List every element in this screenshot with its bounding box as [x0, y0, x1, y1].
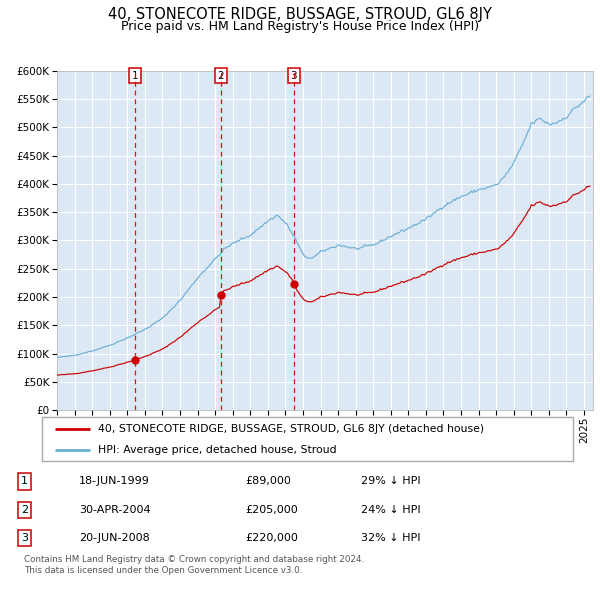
Text: 30-APR-2004: 30-APR-2004 — [79, 504, 151, 514]
Text: 24% ↓ HPI: 24% ↓ HPI — [361, 504, 421, 514]
Text: This data is licensed under the Open Government Licence v3.0.: This data is licensed under the Open Gov… — [24, 566, 302, 575]
Text: £220,000: £220,000 — [245, 533, 298, 543]
Text: 3: 3 — [290, 71, 297, 81]
Text: 2: 2 — [218, 71, 224, 81]
Text: HPI: Average price, detached house, Stroud: HPI: Average price, detached house, Stro… — [98, 445, 337, 455]
Text: Price paid vs. HM Land Registry's House Price Index (HPI): Price paid vs. HM Land Registry's House … — [121, 20, 479, 33]
Text: 2: 2 — [21, 504, 28, 514]
Text: £205,000: £205,000 — [245, 504, 298, 514]
Text: 29% ↓ HPI: 29% ↓ HPI — [361, 477, 421, 486]
Text: Contains HM Land Registry data © Crown copyright and database right 2024.: Contains HM Land Registry data © Crown c… — [24, 555, 364, 563]
Text: 18-JUN-1999: 18-JUN-1999 — [79, 477, 150, 486]
Text: 40, STONECOTE RIDGE, BUSSAGE, STROUD, GL6 8JY (detached house): 40, STONECOTE RIDGE, BUSSAGE, STROUD, GL… — [98, 424, 484, 434]
Text: 1: 1 — [22, 477, 28, 486]
Text: 3: 3 — [22, 533, 28, 543]
Text: 40, STONECOTE RIDGE, BUSSAGE, STROUD, GL6 8JY: 40, STONECOTE RIDGE, BUSSAGE, STROUD, GL… — [108, 7, 492, 22]
Text: 32% ↓ HPI: 32% ↓ HPI — [361, 533, 421, 543]
Text: 1: 1 — [132, 71, 139, 81]
Text: £89,000: £89,000 — [245, 477, 290, 486]
Text: 20-JUN-2008: 20-JUN-2008 — [79, 533, 149, 543]
